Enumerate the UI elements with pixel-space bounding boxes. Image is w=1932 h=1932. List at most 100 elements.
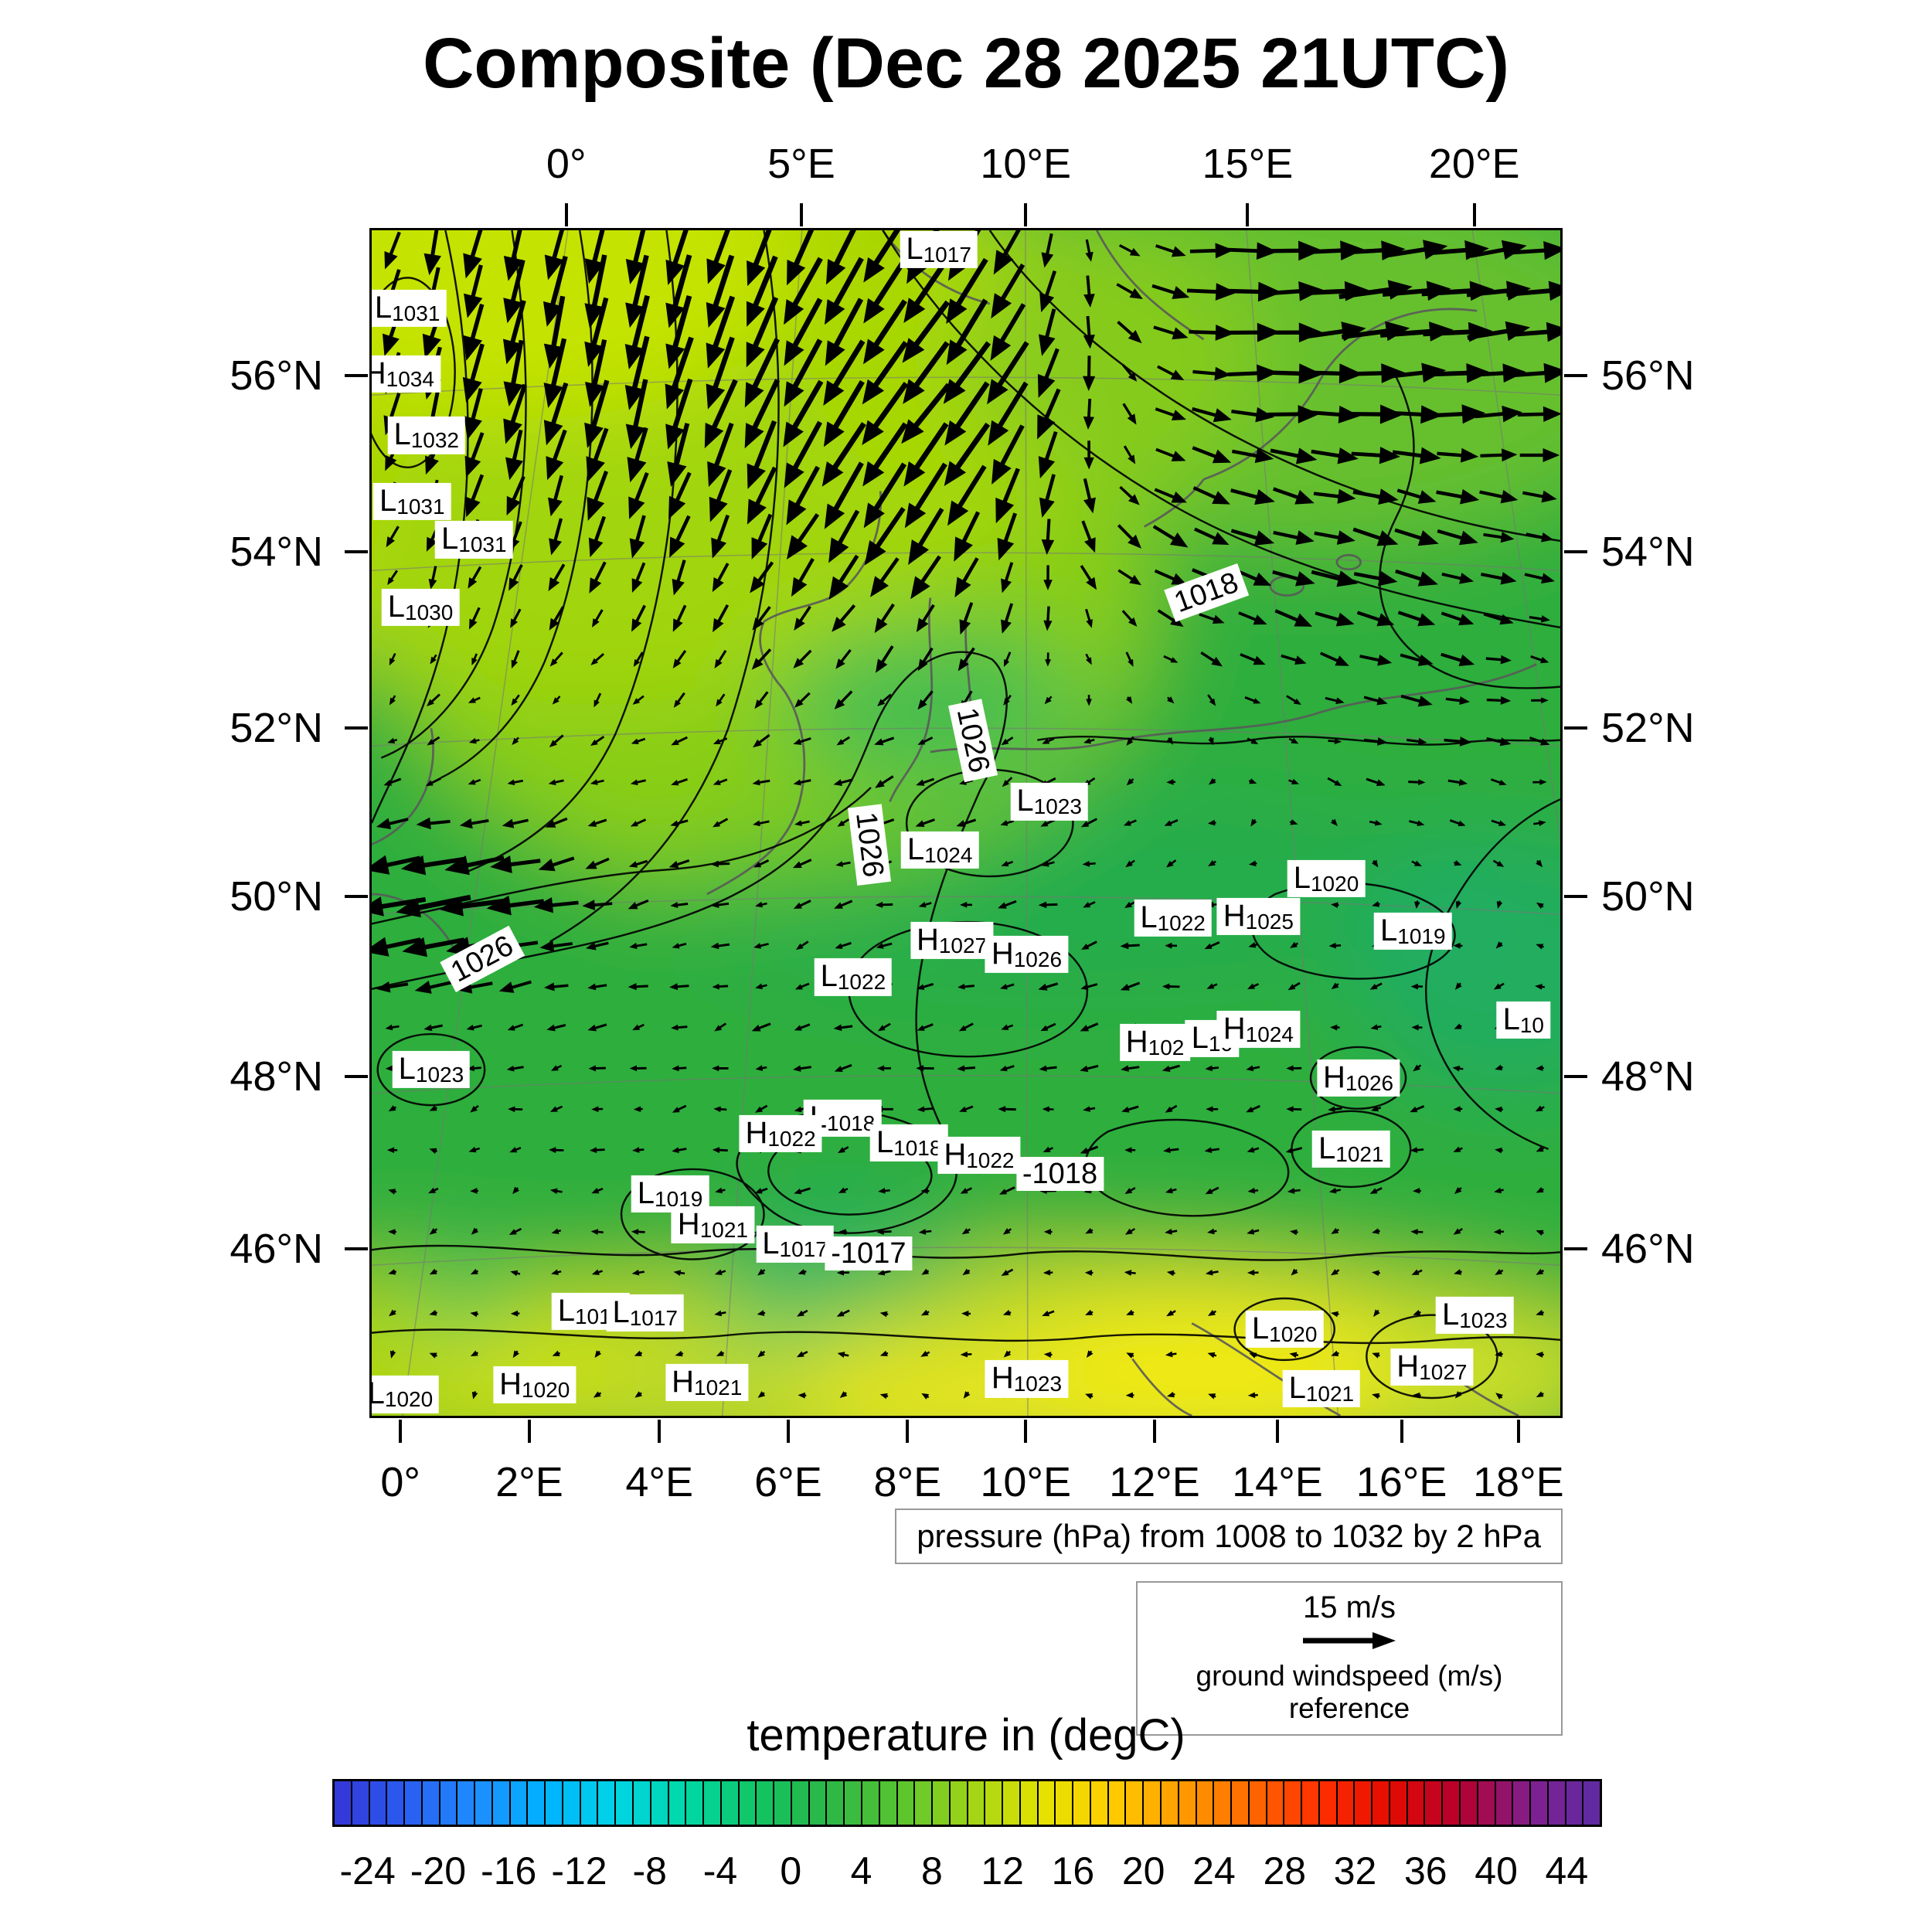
colorbar-cell bbox=[616, 1781, 634, 1825]
colorbar-cell bbox=[1531, 1781, 1549, 1825]
colorbar-tick-label: -4 bbox=[702, 1849, 738, 1893]
colorbar-cell bbox=[352, 1781, 370, 1825]
colorbar-cell bbox=[475, 1781, 493, 1825]
pressure-center-label: H1026 bbox=[1316, 1059, 1400, 1097]
colorbar-cell bbox=[1214, 1781, 1233, 1825]
axis-tick bbox=[1400, 1420, 1403, 1443]
lat-tick-label-right: 52°N bbox=[1601, 704, 1695, 751]
colorbar-tick-label: 32 bbox=[1333, 1849, 1377, 1893]
axis-tick bbox=[564, 203, 568, 226]
colorbar-cell bbox=[1566, 1781, 1584, 1825]
axis-tick bbox=[1564, 726, 1587, 730]
axis-tick bbox=[1472, 203, 1476, 226]
wind-legend-caption: ground windspeed (m/s) reference bbox=[1196, 1660, 1503, 1724]
lon-tick-label-top: 10°E bbox=[980, 141, 1072, 187]
colorbar-cell bbox=[985, 1781, 1004, 1825]
colorbar-cell bbox=[369, 1781, 388, 1825]
pressure-center-label: L1030 bbox=[381, 588, 460, 626]
pressure-center-label: L1024 bbox=[900, 832, 979, 869]
colorbar-cell bbox=[634, 1781, 651, 1825]
colorbar-cell bbox=[1020, 1781, 1039, 1825]
axis-tick bbox=[799, 203, 803, 226]
lon-tick-label-top: 15°E bbox=[1202, 141, 1294, 187]
colorbar-cell bbox=[528, 1781, 546, 1825]
colorbar-tick-label: 36 bbox=[1403, 1849, 1447, 1893]
colorbar-cell bbox=[1372, 1781, 1390, 1825]
colorbar-cell bbox=[862, 1781, 880, 1825]
colorbar-cell bbox=[1073, 1781, 1091, 1825]
lat-tick-label-right: 56°N bbox=[1601, 352, 1695, 399]
colorbar-tick-label: 24 bbox=[1192, 1849, 1236, 1893]
axis-tick bbox=[345, 373, 368, 377]
colorbar-tick-label: 28 bbox=[1263, 1849, 1307, 1893]
axis-tick bbox=[1024, 1420, 1028, 1443]
colorbar-cell bbox=[1196, 1781, 1215, 1825]
pressure-center-label: L1023 bbox=[1435, 1296, 1514, 1334]
pressure-center-label: L1022 bbox=[1134, 899, 1212, 937]
contour-value-label: -1017 bbox=[825, 1236, 913, 1270]
colorbar-cell bbox=[1232, 1781, 1250, 1825]
colorbar-cell bbox=[1583, 1781, 1600, 1825]
pressure-center-label: L1019 bbox=[1374, 912, 1452, 950]
colorbar-cell bbox=[668, 1781, 687, 1825]
colorbar-cell bbox=[933, 1781, 951, 1825]
colorbar-cell bbox=[457, 1781, 476, 1825]
colorbar-cell bbox=[704, 1781, 722, 1825]
colorbar-cell bbox=[1090, 1781, 1109, 1825]
colorbar-cell bbox=[897, 1781, 916, 1825]
colorbar-cell bbox=[686, 1781, 705, 1825]
colorbar-cell bbox=[335, 1781, 352, 1825]
colorbar-cell bbox=[405, 1781, 423, 1825]
colorbar-cell bbox=[1478, 1781, 1496, 1825]
colorbar-cell bbox=[1513, 1781, 1532, 1825]
pressure-center-label: L1021 bbox=[1312, 1130, 1390, 1168]
colorbar-cell bbox=[1161, 1781, 1179, 1825]
colorbar-cell bbox=[1267, 1781, 1285, 1825]
pressure-center-label: L1032 bbox=[387, 417, 466, 454]
pressure-center-label: H1021 bbox=[671, 1206, 754, 1244]
pressure-center-label: H1022 bbox=[937, 1136, 1021, 1174]
lat-tick-label-right: 54°N bbox=[1601, 528, 1695, 575]
pressure-center-label: H1023 bbox=[985, 1360, 1069, 1398]
colorbar-cell bbox=[950, 1781, 968, 1825]
colorbar-cell bbox=[879, 1781, 898, 1825]
lon-tick-label-bottom: 12°E bbox=[1109, 1459, 1200, 1505]
colorbar-cell bbox=[1144, 1781, 1162, 1825]
pressure-center-label: H1026 bbox=[985, 936, 1069, 974]
colorbar-cell bbox=[1443, 1781, 1461, 1825]
lon-tick-label-bottom: 14°E bbox=[1232, 1459, 1323, 1505]
colorbar-cell bbox=[845, 1781, 862, 1825]
wind-legend: 15 m/s ground windspeed (m/s) reference bbox=[1136, 1581, 1563, 1736]
pressure-center-label: L1021 bbox=[1282, 1369, 1361, 1407]
lat-tick-label-left: 48°N bbox=[230, 1053, 323, 1100]
colorbar-cell bbox=[1407, 1781, 1426, 1825]
axis-tick bbox=[1564, 895, 1587, 899]
axis-tick bbox=[1024, 203, 1028, 226]
axis-tick bbox=[1516, 1420, 1520, 1443]
axis-tick bbox=[1564, 373, 1587, 377]
pressure-contours bbox=[372, 230, 1560, 1400]
axis-tick bbox=[345, 726, 368, 730]
pressure-center-label: L1017 bbox=[606, 1294, 685, 1332]
wind-reference-arrow bbox=[1303, 1632, 1396, 1649]
colorbar-cell bbox=[968, 1781, 986, 1825]
pressure-center-label: H1027 bbox=[910, 921, 994, 959]
colorbar-cell bbox=[791, 1781, 810, 1825]
colorbar-tick-label: 44 bbox=[1545, 1849, 1589, 1893]
lat-tick-label-right: 48°N bbox=[1601, 1053, 1695, 1100]
pressure-center-label: L1031 bbox=[372, 290, 447, 328]
pressure-center-label: H1025 bbox=[1216, 898, 1300, 936]
temperature-colorbar bbox=[332, 1779, 1602, 1827]
colorbar-tick-label: 12 bbox=[981, 1849, 1024, 1893]
colorbar-cell bbox=[1038, 1781, 1056, 1825]
lon-tick-label-bottom: 8°E bbox=[873, 1459, 942, 1505]
colorbar-cell bbox=[915, 1781, 934, 1825]
colorbar-tick-label: -16 bbox=[481, 1849, 537, 1893]
lat-tick-label-left: 50°N bbox=[230, 873, 323, 920]
axis-tick bbox=[345, 1247, 368, 1251]
colorbar-cell bbox=[1003, 1781, 1021, 1825]
colorbar-tick-label: 0 bbox=[780, 1849, 802, 1893]
pressure-center-label: L1023 bbox=[1010, 783, 1088, 821]
pressure-center-label: H1024 bbox=[1216, 1010, 1300, 1048]
lat-tick-label-left: 54°N bbox=[230, 528, 323, 575]
